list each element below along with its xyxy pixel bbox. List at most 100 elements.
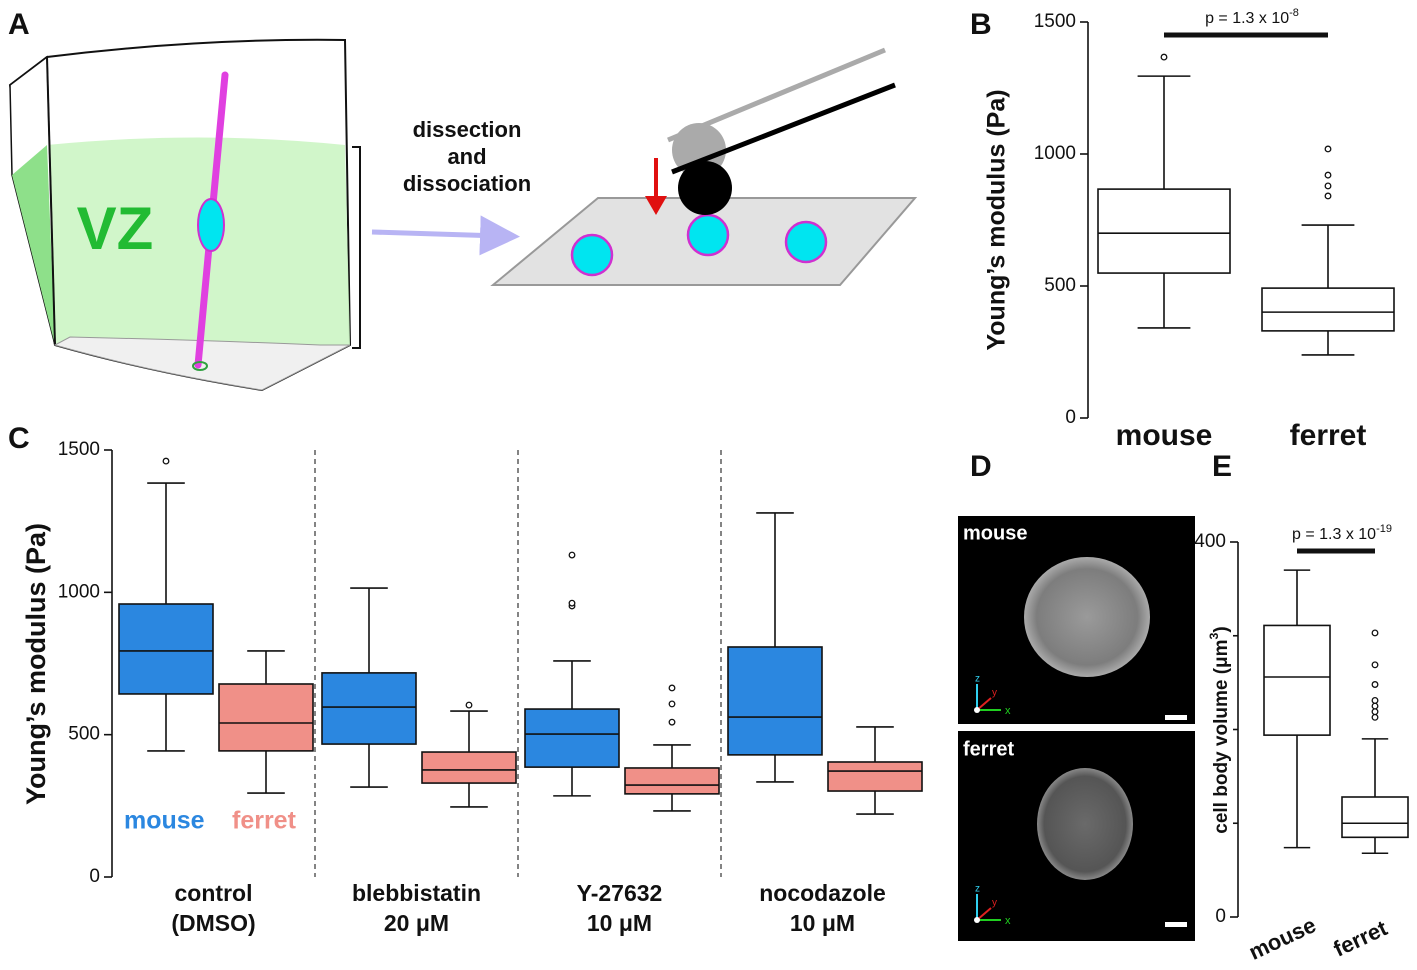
x-tick-label: ferret xyxy=(1290,419,1367,452)
nucleus xyxy=(197,198,225,252)
box xyxy=(421,751,517,784)
panel-label: C xyxy=(8,422,30,455)
outlier xyxy=(568,551,576,559)
outlier xyxy=(465,701,473,709)
y-axis-label: Young’s modulus (Pa) xyxy=(983,89,1011,350)
box xyxy=(118,603,214,695)
x-tick-label: 10 μM xyxy=(790,910,855,936)
axis-glyph xyxy=(976,907,992,921)
outlier xyxy=(668,684,676,692)
x-tick-label: nocodazole xyxy=(759,880,886,906)
outlier xyxy=(1324,171,1332,179)
cell xyxy=(570,233,614,277)
x-tick-label: 10 μM xyxy=(587,910,652,936)
cell xyxy=(686,213,730,257)
box xyxy=(321,672,417,745)
cell-image xyxy=(1037,768,1133,880)
apical-surface xyxy=(53,336,351,391)
panel-label: B xyxy=(970,8,992,41)
outlier xyxy=(162,457,170,465)
x-tick-label: 20 μM xyxy=(384,910,449,936)
outlier xyxy=(1371,661,1379,669)
y-axis-label-part: cell body volume (μm xyxy=(1211,639,1232,833)
box xyxy=(827,761,923,792)
significance-label: p = 1.3 x 10-8 xyxy=(1205,7,1299,27)
axis-glyph-label: x xyxy=(1005,705,1011,717)
cell xyxy=(784,220,828,264)
step-label: dissection xyxy=(413,117,522,142)
significance-text: p = 1.3 x 10 xyxy=(1292,526,1376,543)
x-tick-label: blebbistatin xyxy=(352,880,481,906)
significance-label: p = 1.3 x 10-19 xyxy=(1292,523,1392,543)
y-axis-label-sup: 3 xyxy=(1207,632,1221,639)
y-tick-label: 0 xyxy=(1065,407,1076,428)
axis-origin xyxy=(974,917,980,923)
y-tick-label: 0 xyxy=(89,866,100,887)
x-tick-label: control xyxy=(175,880,253,906)
vz-region xyxy=(12,137,350,390)
significance-exponent: -8 xyxy=(1289,7,1299,19)
scale-bar xyxy=(1165,715,1187,720)
outlier xyxy=(1371,629,1379,637)
y-axis-label: Young’s modulus (Pa) xyxy=(21,523,51,805)
panel-labels: A B C D E xyxy=(8,8,1232,483)
outlier xyxy=(1324,192,1332,200)
outlier xyxy=(1371,702,1379,710)
legend-entry: ferret xyxy=(232,807,297,835)
axis-glyph xyxy=(976,697,992,711)
outlier xyxy=(668,718,676,726)
vz-side xyxy=(12,145,55,345)
legend-entry: mouse xyxy=(124,807,205,835)
panel-label: E xyxy=(1212,450,1232,483)
outlier xyxy=(1324,145,1332,153)
box xyxy=(1341,796,1409,839)
process-arrow xyxy=(371,215,520,256)
step-label: and xyxy=(447,144,486,169)
bead xyxy=(678,161,732,215)
images: mouse ferret xyxy=(958,516,1195,941)
outlier xyxy=(1371,708,1379,716)
image-label: mouse xyxy=(963,522,1027,544)
y-tick-label: 1000 xyxy=(1034,143,1076,164)
panel-label: D xyxy=(970,450,992,483)
panel-label: A xyxy=(8,8,30,41)
outlier xyxy=(1371,696,1379,704)
y-tick-label: 1500 xyxy=(1034,11,1076,32)
outlier xyxy=(668,700,676,708)
outlier xyxy=(568,599,576,607)
y-tick-label: 1500 xyxy=(58,439,100,460)
scale-bar xyxy=(1165,922,1187,927)
axis-glyph-label: x xyxy=(1005,915,1011,927)
y-axis-label: cell body volume (μm3) xyxy=(1207,626,1232,833)
force-arrow-head xyxy=(645,196,667,215)
significance-exponent: -19 xyxy=(1376,523,1392,535)
y-tick-label: 0 xyxy=(1215,906,1226,927)
box xyxy=(1097,188,1231,274)
outlier xyxy=(1371,681,1379,688)
region-label: VZ xyxy=(77,195,154,262)
box xyxy=(1263,624,1331,736)
x-tick-label: mouse xyxy=(1116,419,1213,452)
y-tick-label: 500 xyxy=(68,724,100,745)
x-tick-label: ferret xyxy=(1330,915,1392,962)
box xyxy=(1261,287,1395,332)
axis-glyph-label: y xyxy=(992,688,997,699)
diagram: VZ dissection and dissociation xyxy=(8,38,918,392)
cantilever xyxy=(671,82,896,175)
axis-glyph-label: z xyxy=(975,884,980,895)
axis-origin xyxy=(974,707,980,713)
y-tick-label: 500 xyxy=(1044,275,1076,296)
y-axis-label-part: ) xyxy=(1211,626,1232,632)
outlier xyxy=(1324,182,1332,190)
box xyxy=(624,767,720,795)
outlier xyxy=(1160,53,1168,61)
image-label: ferret xyxy=(963,738,1014,760)
edge xyxy=(46,56,56,346)
y-tick-label: 400 xyxy=(1194,531,1226,552)
x-tick-label: mouse xyxy=(1245,912,1320,965)
outlier xyxy=(1371,713,1379,721)
axis-glyph-label: z xyxy=(975,674,980,685)
significance-text: p = 1.3 x 10 xyxy=(1205,10,1289,27)
cell-image xyxy=(1024,557,1150,677)
